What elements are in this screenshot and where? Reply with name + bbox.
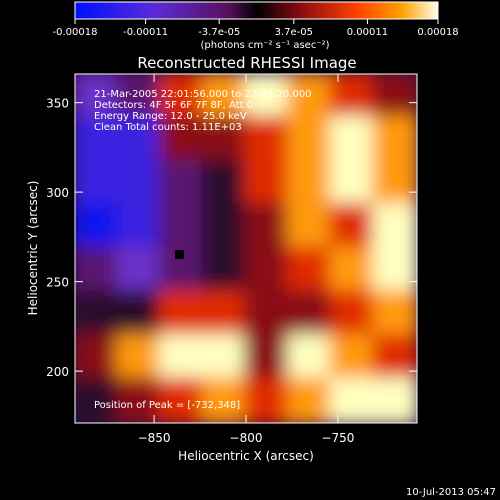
- heatmap-cell: [372, 246, 417, 295]
- heatmap-cell: [115, 377, 163, 423]
- heatmap-cell: [158, 202, 206, 251]
- annotation-line: Clean Total counts: 1.11E+03: [94, 122, 242, 133]
- y-tick-label: 350: [46, 97, 69, 111]
- annotation-line: 21-Mar-2005 22:01:56.000 to 22:03:20.000: [94, 89, 312, 100]
- y-axis-label: Heliocentric Y (arcsec): [26, 181, 40, 316]
- heatmap-cell: [201, 333, 248, 382]
- heatmap-cell: [372, 159, 417, 207]
- heatmap-cell: [329, 377, 377, 423]
- y-tick-label: 250: [46, 276, 69, 290]
- footer-date: 10-Jul-2013 05:47: [406, 487, 496, 498]
- heatmap-cell: [244, 74, 291, 120]
- heatmap-cell: [286, 290, 334, 338]
- heatmap-cell: [201, 74, 248, 120]
- heatmap-cell: [115, 246, 163, 295]
- peak-marker: [175, 250, 184, 259]
- heatmap-cell: [286, 74, 334, 120]
- y-axis: 200 250 300 350: [46, 97, 417, 379]
- heatmap-cell: [75, 159, 120, 207]
- annotation-line: Detectors: 4F 5F 6F 7F 8F, Att 0: [94, 100, 253, 111]
- x-tick-label: −750: [321, 431, 354, 445]
- colorbar-ticks: -0.00018 -0.00011 -3.7e-05 3.7e-05 0.00011 0.…: [53, 19, 459, 38]
- peak-label: Position of Peak = [-732,348]: [94, 400, 240, 411]
- heatmap-cell: [329, 202, 377, 251]
- heatmap-cell: [158, 333, 206, 382]
- heatmap-cell: [201, 202, 248, 251]
- heatmap-cell: [286, 202, 334, 251]
- colorbar-tick-label: -3.7e-05: [198, 27, 240, 38]
- x-tick-label: −800: [230, 431, 263, 445]
- heatmap-cell: [372, 115, 417, 164]
- x-tick-label: −850: [138, 431, 171, 445]
- heatmap-cell: [244, 290, 291, 338]
- heatmap-cell: [158, 377, 206, 423]
- heatmap-cell: [244, 377, 291, 423]
- y-tick-label: 200: [46, 365, 69, 379]
- heatmap-cell: [115, 290, 163, 338]
- heatmap-cell: [75, 115, 120, 164]
- heatmap-cell: [286, 377, 334, 423]
- heatmap-cell: [244, 202, 291, 251]
- heatmap-cell: [286, 333, 334, 382]
- heatmap-cell: [158, 290, 206, 338]
- heatmap-cell: [158, 159, 206, 207]
- observation-annotations: 21-Mar-2005 22:01:56.000 to 22:03:20.000…: [94, 89, 312, 133]
- heatmap-cell: [75, 333, 120, 382]
- annotation-line: Energy Range: 12.0 - 25.0 keV: [94, 111, 247, 122]
- heatmap-cell: [115, 159, 163, 207]
- colorbar-tick-label: 0.00011: [347, 27, 388, 38]
- heatmap-cell: [115, 333, 163, 382]
- heatmap-cell: [329, 333, 377, 382]
- chart-title: Reconstructed RHESSI Image: [137, 54, 356, 72]
- heatmap-cell: [75, 377, 120, 423]
- colorbar: [75, 2, 438, 19]
- heatmap-cell: [372, 202, 417, 251]
- heatmap-cell: [329, 115, 377, 164]
- heatmap-cell: [158, 115, 206, 164]
- heatmap-cell: [75, 246, 120, 295]
- heatmap-cell: [286, 159, 334, 207]
- heatmap-cell: [75, 202, 120, 251]
- heatmap-cell: [244, 115, 291, 164]
- heatmap-cell: [244, 246, 291, 295]
- heatmap-cell: [244, 333, 291, 382]
- colorbar-tick-label: 3.7e-05: [275, 27, 313, 38]
- heatmap-cell: [372, 290, 417, 338]
- heatmap-cell: [158, 74, 206, 120]
- heatmap-cell: [201, 290, 248, 338]
- heatmap-image: [75, 74, 417, 423]
- heatmap-cell: [372, 333, 417, 382]
- heatmap-cell: [201, 377, 248, 423]
- x-axis: −850 −800 −750: [138, 74, 354, 445]
- heatmap-cell: [201, 246, 248, 295]
- heatmap-cell: [115, 202, 163, 251]
- heatmap-cell: [75, 290, 120, 338]
- heatmap-cell: [286, 246, 334, 295]
- heatmap-cell: [329, 246, 377, 295]
- y-tick-label: 300: [46, 186, 69, 200]
- colorbar-tick-label: -0.00011: [123, 27, 168, 38]
- heatmap-cell: [115, 74, 163, 120]
- heatmap-cell: [201, 115, 248, 164]
- heatmap-cell: [329, 290, 377, 338]
- heatmap-cell: [372, 74, 417, 120]
- x-axis-label: Heliocentric X (arcsec): [178, 449, 314, 463]
- heatmap-cell: [286, 115, 334, 164]
- colorbar-unit-label: (photons cm⁻² s⁻¹ asec⁻²): [200, 40, 329, 51]
- colorbar-tick-label: -0.00018: [53, 27, 98, 38]
- heatmap-cell: [244, 159, 291, 207]
- heatmap-cell: [115, 115, 163, 164]
- heatmap-cell: [75, 74, 120, 120]
- colorbar-tick-label: 0.00018: [417, 27, 458, 38]
- heatmap-cell: [372, 377, 417, 423]
- heatmap-cell: [329, 74, 377, 120]
- heatmap-cell: [329, 159, 377, 207]
- heatmap-cell: [201, 159, 248, 207]
